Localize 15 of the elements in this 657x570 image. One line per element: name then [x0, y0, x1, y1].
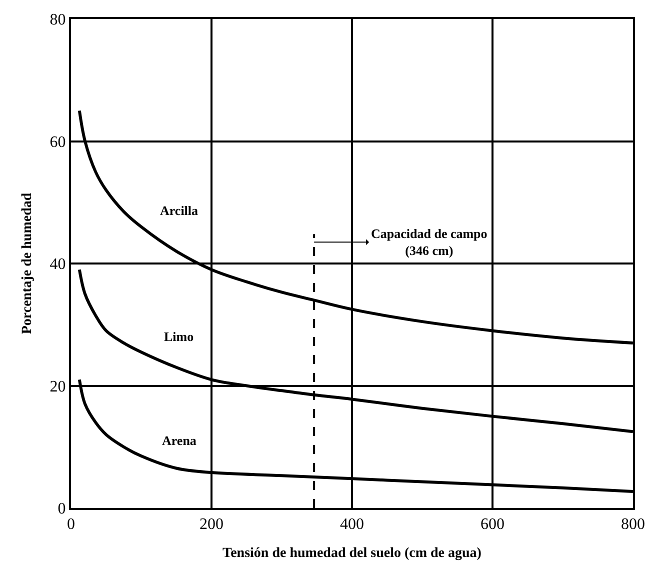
series-label: Limo [164, 329, 194, 344]
x-tick-label: 400 [340, 516, 364, 534]
y-tick-label: 0 [58, 500, 66, 518]
y-tick-label: 20 [50, 378, 66, 396]
x-tick-label: 800 [621, 516, 645, 534]
y-tick-label: 40 [50, 256, 66, 274]
series-label: Arcilla [160, 203, 199, 218]
x-tick-label: 600 [480, 516, 504, 534]
y-axis-title: Porcentaje de humedad [20, 192, 35, 334]
x-axis-title: Tensión de humedad del suelo (cm de agua) [222, 546, 482, 561]
x-tick-label: 200 [200, 516, 224, 534]
y-tick-label: 80 [50, 12, 66, 29]
ref-line-label: Capacidad de campo (346 cm) [371, 226, 488, 258]
series-label: Arena [162, 433, 197, 448]
y-tick-label: 60 [50, 134, 66, 151]
